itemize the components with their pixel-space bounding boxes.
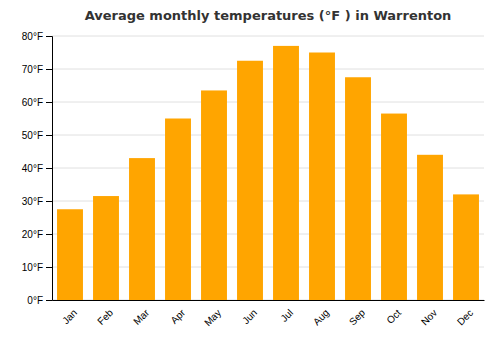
bar <box>453 194 479 300</box>
bar <box>201 90 227 300</box>
bar <box>57 209 83 300</box>
y-tick: 50°F <box>22 130 52 141</box>
y-tick: 80°F <box>22 31 52 42</box>
x-tick: Oct <box>384 307 403 326</box>
x-tick: Feb <box>95 307 115 327</box>
bar <box>165 119 191 301</box>
grid-line <box>52 69 484 70</box>
y-tick-mark <box>46 267 52 268</box>
y-tick-label: 50°F <box>22 130 43 141</box>
bar <box>345 77 371 300</box>
bar <box>129 158 155 300</box>
y-axis-line <box>46 37 53 301</box>
grid-line <box>52 36 484 37</box>
y-tick: 20°F <box>22 229 52 240</box>
grid <box>52 36 484 300</box>
x-axis: Jan Feb Mar Apr May Jun Jul Aug Sep Oct Nov Dec <box>53 301 485 329</box>
plot: 0°F 10°F 20°F 30°F 40°F 50°F 60°F 70°F 80°F Jan Fe… <box>22 31 485 329</box>
y-tick: 10°F <box>22 262 52 273</box>
x-tick-label: May <box>202 307 223 328</box>
x-tick-label: Dec <box>455 307 475 327</box>
chart-container: 0°F 10°F 20°F 30°F 40°F 50°F 60°F 70°F 80°F Jan Fe… <box>0 0 500 350</box>
y-tick-mark <box>46 135 52 136</box>
y-tick-mark <box>46 300 52 301</box>
y-tick-mark <box>46 234 52 235</box>
x-tick: Jun <box>240 307 259 326</box>
x-tick: Aug <box>311 307 331 327</box>
y-tick-label: 40°F <box>22 163 43 174</box>
y-tick-label: 20°F <box>22 229 43 240</box>
y-tick-label: 10°F <box>22 262 43 273</box>
x-tick: May <box>202 307 223 328</box>
bar <box>381 114 407 300</box>
x-tick-label: Oct <box>384 307 403 326</box>
bar <box>237 61 263 300</box>
y-tick: 0°F <box>27 295 52 306</box>
y-tick: 30°F <box>22 196 52 207</box>
x-tick-label: Feb <box>95 307 115 327</box>
x-tick-label: Nov <box>419 307 439 327</box>
x-axis-line <box>53 300 485 301</box>
x-tick: Dec <box>455 307 475 327</box>
y-tick-mark <box>46 69 52 70</box>
y-axis: 0°F 10°F 20°F 30°F 40°F 50°F 60°F 70°F 80°F <box>22 31 53 306</box>
title: Average monthly temperatures (°F ) in Wa… <box>85 8 452 23</box>
x-tick-label: Jan <box>60 307 79 326</box>
x-tick: Nov <box>419 307 439 327</box>
x-tick-label: Mar <box>131 307 151 327</box>
y-tick-mark <box>46 36 52 37</box>
bar <box>273 46 299 300</box>
x-tick: Sep <box>347 307 368 328</box>
y-tick-label: 60°F <box>22 97 43 108</box>
x-tick-label: Jun <box>240 307 259 326</box>
y-tick-label: 30°F <box>22 196 43 207</box>
x-tick-label: Sep <box>347 307 368 328</box>
y-tick-label: 0°F <box>27 295 43 306</box>
y-tick: 70°F <box>22 64 52 75</box>
x-tick: Jan <box>60 307 79 326</box>
x-tick: Apr <box>168 307 187 326</box>
x-tick: Mar <box>131 307 151 327</box>
x-tick-label: Jul <box>278 307 295 324</box>
bar <box>93 196 119 300</box>
bars <box>57 46 479 300</box>
y-tick-label: 80°F <box>22 31 43 42</box>
x-tick: Jul <box>278 307 295 324</box>
bar <box>417 155 443 300</box>
y-tick: 40°F <box>22 163 52 174</box>
bar <box>309 53 335 301</box>
chart-svg: 0°F 10°F 20°F 30°F 40°F 50°F 60°F 70°F 80°F Jan Fe… <box>0 0 500 350</box>
x-tick-label: Aug <box>311 307 331 327</box>
grid-line <box>52 135 484 136</box>
grid-line <box>52 102 484 103</box>
y-tick-mark <box>46 102 52 103</box>
y-tick-mark <box>46 201 52 202</box>
x-tick-label: Apr <box>168 307 187 326</box>
y-tick-mark <box>46 168 52 169</box>
y-tick: 60°F <box>22 97 52 108</box>
y-tick-label: 70°F <box>22 64 43 75</box>
